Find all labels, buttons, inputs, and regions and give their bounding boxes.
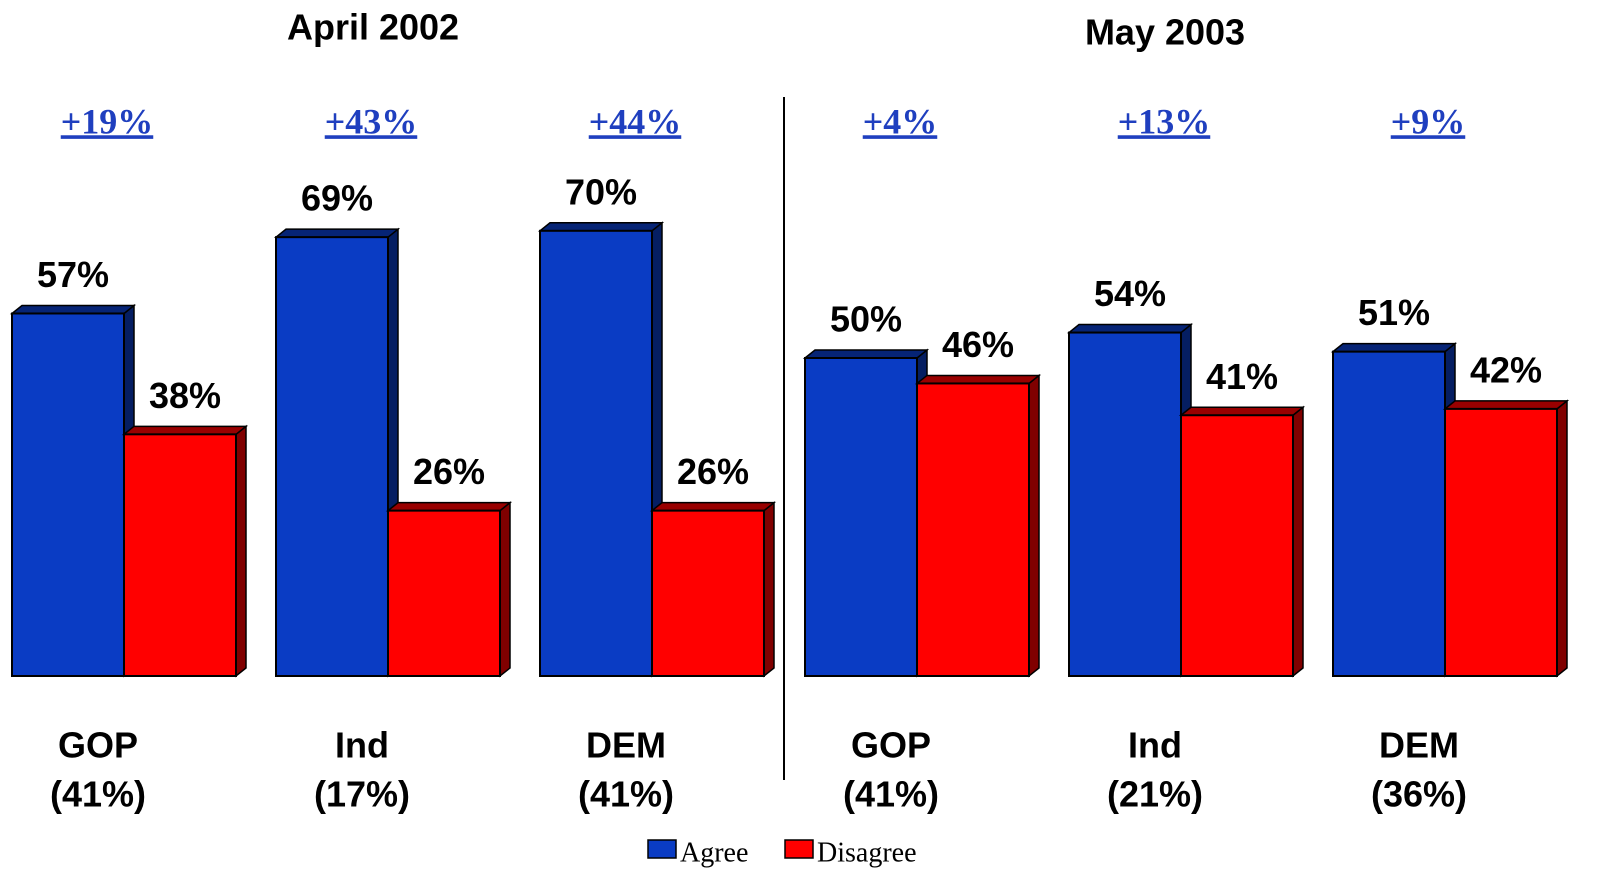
value-label: 70%	[565, 171, 637, 212]
value-label: 54%	[1094, 273, 1166, 314]
x-tick-label: (41%)	[50, 774, 146, 815]
diff: +43%	[325, 101, 418, 141]
panel-title: May 2003	[1085, 12, 1245, 53]
x-tick-label: Ind	[1128, 725, 1182, 766]
legend-swatch	[784, 839, 814, 859]
bar-top	[649, 501, 777, 512]
bar	[539, 229, 653, 678]
value-label: 69%	[301, 178, 373, 219]
diff: +9%	[1391, 101, 1466, 141]
bar	[1332, 350, 1446, 677]
bar-top	[9, 304, 137, 315]
bar-top	[914, 374, 1042, 385]
diff: +4%	[863, 101, 938, 141]
bar-side	[499, 501, 511, 678]
diff: +13%	[1118, 101, 1211, 141]
bar	[1068, 331, 1182, 677]
value-label: 38%	[149, 375, 221, 416]
legend-swatch	[647, 839, 677, 859]
bar	[804, 357, 918, 677]
x-tick-label: (36%)	[1371, 774, 1467, 815]
legend: Disagree	[817, 837, 917, 868]
bar-side	[763, 501, 775, 678]
value-label: 51%	[1358, 292, 1430, 333]
bar-top	[121, 425, 249, 436]
bar-top	[1442, 400, 1570, 410]
x-tick-label: Ind	[335, 725, 389, 766]
bar-top	[802, 349, 930, 359]
bar-side	[1556, 399, 1568, 678]
value-label: 57%	[37, 254, 109, 295]
value-label: 26%	[677, 451, 749, 492]
bar-top	[1066, 323, 1194, 334]
bar-top	[1330, 342, 1458, 353]
x-tick-label: (41%)	[843, 774, 939, 815]
x-tick-label: GOP	[58, 725, 138, 766]
x-tick-label: (41%)	[578, 774, 674, 815]
x-tick-label: (21%)	[1107, 774, 1203, 815]
x-tick-label: DEM	[1379, 725, 1459, 766]
bar	[11, 312, 125, 677]
bar-side	[235, 424, 247, 678]
bar	[123, 433, 237, 677]
value-label: 42%	[1470, 349, 1542, 390]
value-label: 50%	[830, 299, 902, 340]
bar-top	[273, 228, 401, 238]
diff: +19%	[61, 101, 154, 141]
bar-top	[385, 501, 513, 512]
value-label: 26%	[413, 451, 485, 492]
bar	[387, 509, 501, 678]
bar	[1444, 407, 1558, 677]
value-label: 46%	[942, 324, 1014, 365]
x-tick-label: (17%)	[314, 774, 410, 815]
x-tick-label: GOP	[851, 725, 931, 766]
bar	[916, 382, 1030, 677]
legend: Agree	[680, 837, 748, 868]
x-tick-label: DEM	[586, 725, 666, 766]
bar	[1180, 414, 1294, 677]
panel-title: April 2002	[287, 7, 459, 48]
bar-side	[1292, 405, 1304, 678]
bar-top	[537, 222, 665, 232]
bar	[275, 236, 389, 677]
bar-side	[1028, 373, 1040, 678]
bar	[651, 509, 765, 678]
value-label: 41%	[1206, 356, 1278, 397]
diff: +44%	[589, 101, 682, 141]
bar-top	[1178, 406, 1306, 416]
